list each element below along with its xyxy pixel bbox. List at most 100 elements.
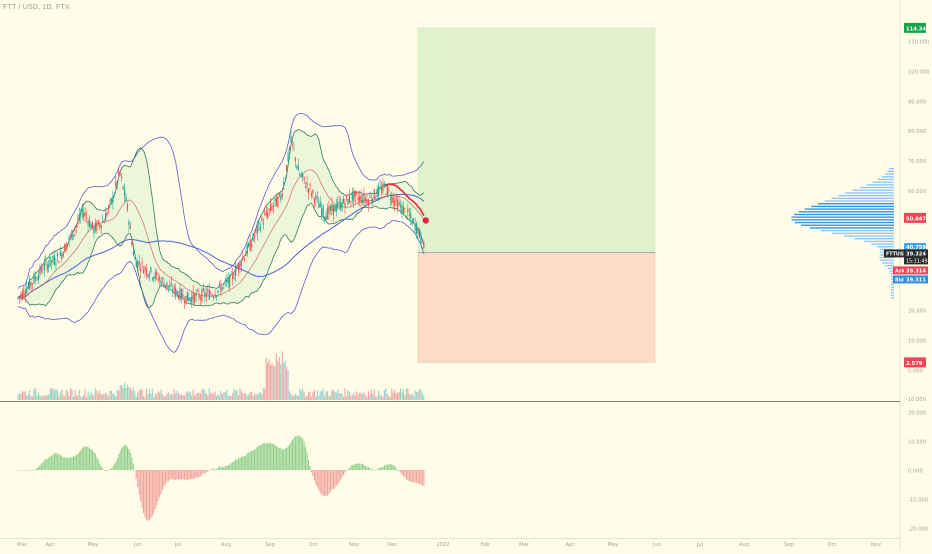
price-tick-label: 90.000: [908, 99, 926, 105]
volume-bar: [280, 364, 281, 400]
oscillator-bar: [144, 470, 145, 517]
volume-bar: [279, 357, 280, 400]
candle-body: [102, 221, 103, 222]
oscillator-bar: [55, 453, 56, 470]
candle-body: [139, 261, 140, 264]
time-tick-label: Mar: [519, 542, 530, 548]
oscillator-bar: [203, 470, 204, 473]
oscillator-tick-label: -10.000: [908, 498, 928, 504]
candle-body: [330, 207, 331, 211]
candle-body: [289, 147, 290, 150]
time-tick-label: Jul: [696, 542, 703, 548]
candle-body: [325, 216, 326, 220]
candle-body: [374, 189, 375, 198]
volume-bar: [64, 396, 65, 400]
volume-bar: [153, 397, 154, 400]
candle-body: [149, 275, 150, 278]
oscillator-bar: [188, 470, 189, 480]
volume-bar: [309, 392, 310, 400]
alert-marker[interactable]: [423, 217, 429, 223]
time-tick-label: Apr: [46, 542, 56, 548]
volume-bar: [206, 394, 207, 400]
volume-profile-bar: [877, 246, 894, 247]
oscillator-bar: [98, 460, 99, 470]
volume-bar: [274, 366, 275, 400]
volume-bar: [391, 388, 392, 400]
candle-body: [394, 201, 395, 206]
profit-zone[interactable]: [418, 28, 655, 252]
oscillator-bar: [336, 470, 337, 486]
volume-bar: [127, 385, 128, 400]
oscillator-bar: [196, 470, 197, 477]
oscillator-bar: [380, 468, 381, 470]
candle-body: [121, 177, 122, 178]
volume-bar: [347, 390, 348, 400]
volume-bar: [293, 396, 294, 400]
oscillator-bar: [288, 446, 289, 470]
oscillator-bar: [228, 465, 229, 470]
time-tick-label: Aug: [221, 542, 231, 548]
candle-body: [160, 280, 161, 285]
candle-body: [299, 174, 300, 176]
oscillator-bar: [71, 457, 72, 470]
volume-bar: [420, 389, 421, 400]
oscillator-bar: [67, 458, 68, 470]
candle-body: [191, 296, 192, 303]
oscillator-bar: [372, 469, 373, 470]
volume-profile-bar: [801, 225, 894, 226]
volume-bar: [223, 392, 224, 400]
candle-body: [226, 280, 227, 282]
volume-bar: [139, 390, 140, 400]
candle-body: [39, 267, 40, 275]
oscillator-bar: [149, 470, 150, 520]
candle-body: [344, 203, 345, 208]
candle-body: [185, 296, 186, 304]
candle-body: [184, 301, 185, 303]
oscillator-bar: [271, 444, 272, 470]
oscillator-bar: [393, 465, 394, 470]
volume-bar: [25, 391, 26, 400]
candle-body: [308, 189, 309, 194]
volume-bar: [356, 391, 357, 400]
candle-body: [33, 275, 34, 283]
volume-bar: [333, 389, 334, 400]
oscillator-bar: [131, 457, 132, 470]
oscillator-bar: [77, 454, 78, 470]
candle-body: [220, 286, 221, 292]
volume-profile-bar: [845, 192, 894, 193]
volume-bar: [301, 391, 302, 400]
oscillator-bar: [280, 448, 281, 470]
volume-bar: [123, 388, 124, 400]
candle-body: [396, 197, 397, 201]
oscillator-bar: [260, 445, 261, 470]
candle-body: [209, 290, 210, 299]
volume-bar: [346, 397, 347, 400]
volume-bar: [42, 395, 43, 400]
oscillator-bar: [165, 470, 166, 484]
volume-bar: [277, 361, 278, 400]
candle-body: [150, 267, 151, 272]
volume-bar: [236, 390, 237, 400]
volume-bar: [187, 391, 188, 400]
volume-bar: [150, 394, 151, 400]
candle-body: [323, 206, 324, 216]
volume-bar: [86, 397, 87, 400]
volume-bar: [149, 389, 150, 400]
oscillator-bar: [223, 467, 224, 470]
candle-body: [257, 225, 258, 233]
oscillator-bar: [368, 467, 369, 470]
volume-bar: [134, 391, 135, 400]
volume-bar: [168, 392, 169, 400]
loss-zone[interactable]: [418, 252, 655, 362]
candle-body: [141, 262, 142, 263]
oscillator-bar: [153, 470, 154, 513]
oscillator-bar: [276, 446, 277, 470]
volume-bar: [298, 396, 299, 400]
oscillator-bar: [390, 464, 391, 470]
volume-bar: [207, 396, 208, 400]
oscillator-bar: [399, 470, 400, 471]
oscillator-bar: [118, 454, 119, 470]
candle-body: [314, 199, 315, 203]
